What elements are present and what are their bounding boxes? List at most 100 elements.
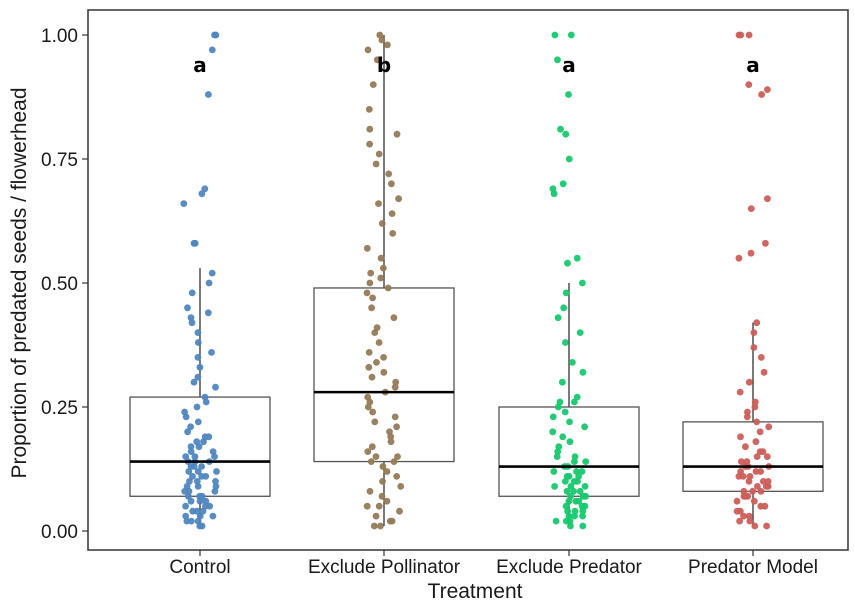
- data-point: [564, 259, 571, 267]
- data-point: [559, 378, 566, 386]
- data-point: [393, 130, 401, 138]
- significance-letter: a: [746, 53, 760, 77]
- data-point: [187, 448, 195, 455]
- data-point: [364, 393, 372, 401]
- data-point: [378, 492, 386, 500]
- data-point: [364, 448, 372, 455]
- significance-letter: a: [193, 53, 207, 77]
- data-point: [761, 502, 769, 510]
- data-point: [747, 205, 755, 213]
- data-point: [189, 473, 196, 480]
- data-point: [194, 483, 202, 490]
- data-point: [372, 160, 380, 168]
- data-point: [763, 453, 771, 460]
- data-point: [754, 483, 761, 490]
- data-point: [736, 517, 743, 525]
- data-point: [756, 428, 764, 436]
- data-point: [575, 497, 583, 505]
- data-point: [182, 453, 190, 460]
- data-point: [743, 413, 751, 421]
- data-point: [194, 339, 202, 346]
- data-point: [390, 458, 398, 465]
- data-point: [181, 408, 189, 416]
- data-point: [758, 91, 765, 98]
- data-point: [365, 106, 373, 113]
- data-point: [562, 517, 570, 525]
- data-point: [187, 443, 195, 451]
- data-point: [733, 497, 741, 505]
- data-point: [555, 443, 563, 451]
- data-point: [202, 473, 210, 480]
- x-axis-title: Treatment: [428, 580, 523, 603]
- data-point: [760, 368, 768, 376]
- y-tick-label: 0.75: [41, 150, 78, 171]
- data-point: [185, 492, 192, 500]
- data-point: [556, 398, 564, 406]
- data-point: [369, 81, 377, 88]
- data-point: [365, 363, 373, 371]
- data-point: [579, 522, 587, 530]
- data-point: [737, 468, 744, 475]
- data-point: [363, 244, 371, 252]
- data-point: [189, 507, 197, 515]
- data-point: [397, 483, 405, 490]
- data-point: [551, 31, 559, 39]
- data-point: [751, 522, 759, 530]
- data-point: [388, 180, 395, 188]
- data-point: [549, 413, 557, 421]
- y-tick-label: 1.00: [41, 26, 78, 47]
- data-point: [212, 483, 220, 490]
- data-point: [747, 249, 755, 257]
- data-point: [364, 46, 372, 54]
- data-point: [187, 517, 195, 525]
- data-point: [367, 269, 375, 277]
- data-point: [194, 468, 202, 475]
- group-exclude-predator: a: [498, 31, 640, 530]
- data-point: [379, 264, 387, 272]
- data-point: [388, 517, 396, 525]
- data-point: [759, 478, 767, 485]
- data-point: [368, 304, 375, 312]
- data-point: [394, 453, 401, 460]
- data-point: [571, 512, 578, 520]
- data-point: [549, 428, 557, 436]
- data-point: [366, 125, 374, 133]
- data-point: [557, 125, 564, 133]
- data-point: [389, 230, 397, 237]
- data-point: [743, 458, 751, 465]
- data-point: [376, 31, 384, 39]
- data-point: [367, 458, 375, 465]
- data-point: [753, 319, 761, 327]
- data-point: [578, 468, 586, 475]
- data-point: [379, 478, 386, 485]
- data-point: [194, 329, 202, 336]
- box-iqr: [313, 287, 455, 463]
- data-point: [752, 468, 760, 475]
- data-point: [563, 473, 571, 480]
- data-point: [194, 373, 202, 381]
- data-point: [188, 289, 196, 297]
- data-point: [571, 453, 579, 460]
- data-point: [571, 458, 578, 465]
- data-point: [187, 423, 195, 431]
- data-point: [383, 468, 391, 475]
- data-point: [753, 453, 761, 460]
- data-point: [208, 269, 216, 277]
- data-point: [737, 31, 745, 39]
- x-axis: Control Exclude Pollinator Exclude Predato…: [169, 550, 818, 578]
- data-point: [209, 448, 217, 455]
- data-point: [209, 512, 217, 520]
- data-point: [380, 368, 388, 376]
- data-point: [565, 155, 573, 163]
- data-point: [391, 383, 399, 391]
- data-point: [205, 91, 212, 98]
- data-point: [377, 522, 384, 530]
- data-point: [559, 180, 567, 188]
- data-point: [182, 502, 190, 510]
- data-point: [742, 443, 749, 451]
- data-point: [567, 492, 574, 500]
- data-point: [196, 492, 204, 500]
- data-point: [753, 418, 761, 426]
- data-point: [562, 502, 570, 510]
